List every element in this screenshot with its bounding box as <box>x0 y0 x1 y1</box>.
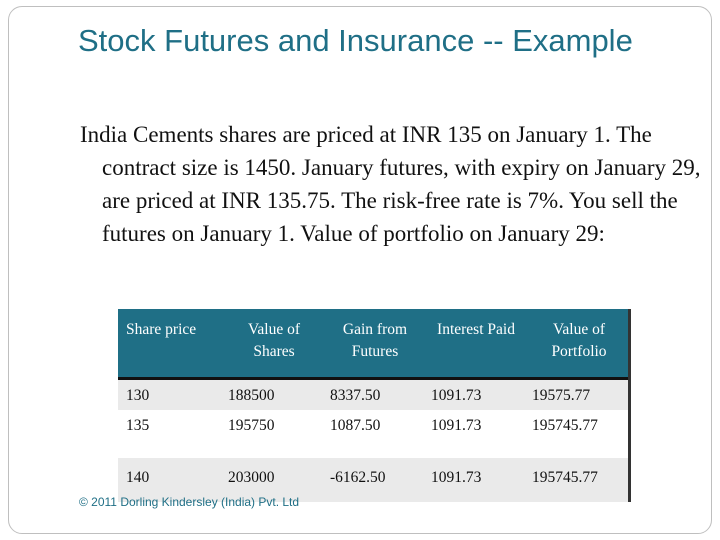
cell-share-price: 135 <box>126 417 150 434</box>
header-value-of-shares: Value of Shares <box>247 321 301 360</box>
header-share-price: Share price <box>126 321 197 338</box>
table-shadow-edge <box>628 309 631 502</box>
portfolio-table: Share price Value of Shares Gain from Fu… <box>118 309 631 502</box>
table-row: 130 188500 8337.50 1091.73 19575.77 <box>118 380 631 410</box>
header-gain-from-futures: Gain from Futures <box>342 321 408 360</box>
table-header-row: Share price Value of Shares Gain from Fu… <box>118 309 631 380</box>
cell-value-of-shares: 203000 <box>228 469 275 486</box>
cell-value-of-portfolio: 19575.77 <box>532 387 591 404</box>
cell-share-price: 130 <box>126 387 150 404</box>
cell-interest-paid: 1091.73 <box>431 469 482 486</box>
table-row: 140 203000 -6162.50 1091.73 195745.77 <box>118 458 631 502</box>
cell-share-price: 140 <box>126 469 150 486</box>
cell-interest-paid: 1091.73 <box>431 387 482 404</box>
header-value-of-portfolio: Value of Portfolio <box>551 321 607 360</box>
cell-value-of-shares: 188500 <box>228 387 275 404</box>
copyright-footer: © 2011 Dorling Kindersley (India) Pvt. L… <box>79 495 300 509</box>
header-interest-paid: Interest Paid <box>437 321 515 338</box>
slide-title: Stock Futures and Insurance -- Example <box>78 23 633 58</box>
cell-gain-from-futures: 1087.50 <box>330 417 381 434</box>
cell-value-of-portfolio: 195745.77 <box>532 469 598 486</box>
cell-value-of-shares: 195750 <box>228 417 275 434</box>
slide-body-text: India Cements shares are priced at INR 1… <box>80 122 701 246</box>
cell-gain-from-futures: 8337.50 <box>330 387 381 404</box>
cell-gain-from-futures: -6162.50 <box>330 469 386 486</box>
cell-value-of-portfolio: 195745.77 <box>532 417 598 434</box>
table-row: 135 195750 1087.50 1091.73 195745.77 <box>118 410 631 458</box>
cell-interest-paid: 1091.73 <box>431 417 482 434</box>
